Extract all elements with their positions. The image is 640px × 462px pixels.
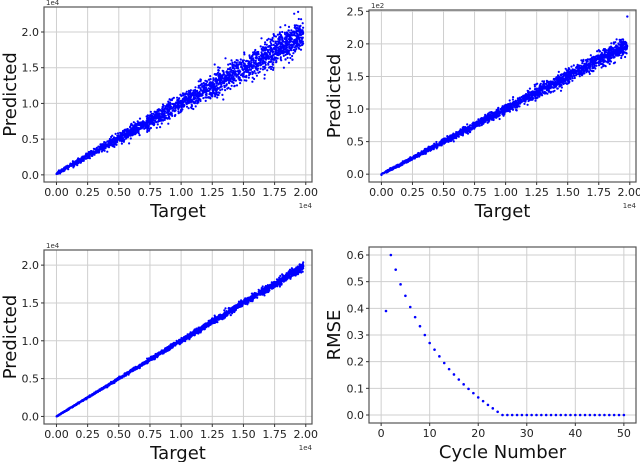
svg-text:2.5: 2.5 (347, 5, 365, 18)
data-points (380, 15, 629, 177)
x-tick-labels: 0.00 0.25 0.50 0.75 1.00 1.25 1.50 1.75 2.00 (44, 424, 318, 441)
x-offset-label: 1e4 (299, 202, 313, 210)
x-axis-label: Cycle Number (439, 442, 567, 462)
svg-text:0.5: 0.5 (347, 136, 365, 149)
grid (369, 10, 636, 182)
x-tick-labels: 0.00 0.25 0.50 0.75 1.00 1.25 1.50 1.75 2.00 (369, 182, 640, 199)
y-tick-labels: 0.0 0.5 1.0 1.5 2.0 2.5 (347, 5, 369, 181)
svg-text:0.0: 0.0 (22, 169, 40, 182)
svg-text:0.5: 0.5 (22, 133, 40, 146)
svg-text:1.00: 1.00 (169, 186, 194, 199)
svg-text:1.50: 1.50 (555, 186, 580, 199)
x-offset-label: 1e4 (623, 202, 637, 210)
svg-text:0.25: 0.25 (400, 186, 425, 199)
panel-rmse-vs-cycle: 0 10 20 30 40 50 0.00.10.20.30.40.50.6 Cycle Nu… (324, 246, 637, 462)
data-points (55, 10, 305, 176)
y-axis-label: Predicted (324, 54, 345, 139)
axes-frame (43, 249, 313, 425)
svg-text:1.75: 1.75 (262, 186, 287, 199)
svg-text:0.25: 0.25 (75, 186, 100, 199)
x-tick-labels: 0.00 0.25 0.50 0.75 1.00 1.25 1.50 1.75 2.00 (44, 182, 318, 199)
svg-text:1.25: 1.25 (524, 186, 549, 199)
svg-text:1.50: 1.50 (231, 186, 256, 199)
svg-text:1.0: 1.0 (22, 97, 40, 110)
axes-frame (43, 6, 313, 183)
svg-text:2.0: 2.0 (22, 26, 40, 39)
svg-text:0.75: 0.75 (138, 186, 163, 199)
x-axis-label: Target (474, 201, 531, 222)
x-tick-labels: 0 10 20 30 40 50 (378, 423, 631, 440)
y-axis-label: Predicted (0, 295, 21, 380)
svg-text:0.0: 0.0 (347, 168, 365, 181)
y-offset-label: 1e2 (371, 2, 384, 10)
svg-text:2.0: 2.0 (347, 38, 365, 51)
svg-text:1.0: 1.0 (347, 103, 365, 116)
panel-predicted-vs-target-1: 0.00 0.25 0.50 0.75 1.00 1.25 1.50 1.75 2.000.00… (0, 0, 318, 222)
svg-text:0.50: 0.50 (107, 186, 132, 199)
svg-text:1.5: 1.5 (347, 70, 365, 83)
plot-area (369, 10, 636, 182)
data-points (55, 261, 305, 418)
svg-text:0.75: 0.75 (462, 186, 487, 199)
x-axis-label: Target (149, 443, 206, 462)
y-tick-labels: 0.00.51.01.52.0 (22, 259, 44, 423)
svg-text:2.00: 2.00 (618, 186, 640, 199)
x-offset-label: 1e4 (299, 444, 313, 452)
svg-text:0.50: 0.50 (431, 186, 456, 199)
y-axis-label: Predicted (0, 52, 21, 137)
svg-text:1.5: 1.5 (22, 62, 40, 75)
y-tick-labels: 0.00.10.20.30.40.50.6 (347, 249, 369, 422)
panel-predicted-vs-target-3: 0.00 0.25 0.50 0.75 1.00 1.25 1.50 1.75 2.000.00… (0, 242, 318, 462)
svg-text:0.00: 0.00 (369, 186, 394, 199)
panel-predicted-vs-target-2: 0.00 0.25 0.50 0.75 1.00 1.25 1.50 1.75 2.000.00… (324, 2, 640, 222)
grid (44, 250, 312, 424)
svg-text:1.00: 1.00 (493, 186, 518, 199)
svg-text:0.00: 0.00 (44, 186, 69, 199)
y-tick-labels: 0.0 0.5 1.0 1.5 2.0 (22, 26, 44, 182)
svg-text:1.25: 1.25 (200, 186, 225, 199)
x-axis-label: Target (149, 201, 206, 222)
data-points (384, 253, 626, 417)
y-offset-label: 1e4 (46, 242, 60, 250)
svg-text:2.00: 2.00 (294, 186, 319, 199)
axes-frame (368, 9, 637, 183)
plot-area (44, 250, 312, 424)
y-axis-label: RMSE (324, 310, 345, 361)
svg-text:1.75: 1.75 (586, 186, 611, 199)
y-offset-label: 1e4 (46, 0, 60, 7)
